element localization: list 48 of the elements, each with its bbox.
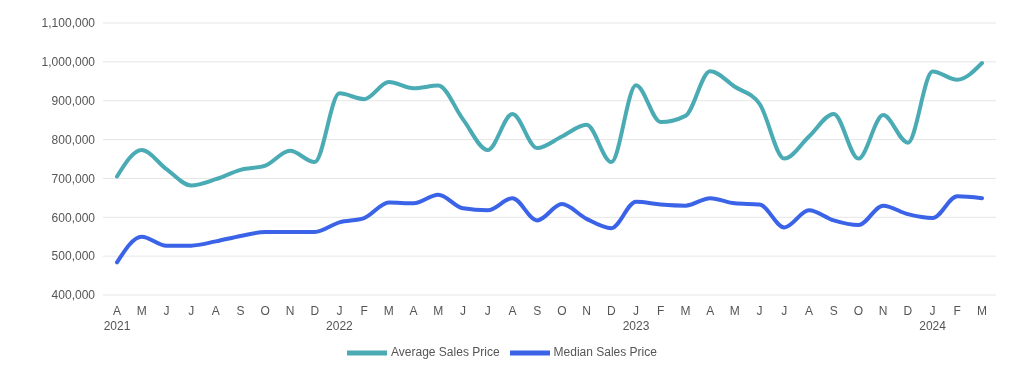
x-tick-label: F (657, 304, 665, 318)
y-tick-label: 600,000 (51, 210, 96, 225)
x-tick-label: O (853, 304, 864, 318)
x-tick-label: A 2021 (103, 304, 131, 333)
x-tick-label: J (460, 304, 466, 318)
x-tick-label: J 2024 (919, 304, 947, 333)
y-tick-label: 700,000 (51, 171, 96, 186)
x-tick-label: D (310, 304, 320, 318)
x-tick-label: M (729, 304, 740, 318)
legend-label: Median Sales Price (553, 345, 657, 360)
x-tick-label: A (804, 304, 814, 318)
x-tick-label: D (903, 304, 913, 318)
x-tick-label: J (188, 304, 195, 318)
x-tick-label: A (706, 304, 715, 318)
line-series (115, 192, 984, 265)
x-tick-label: M (680, 304, 691, 318)
x-tick-label: A (409, 304, 418, 318)
x-tick-label: S (533, 304, 542, 318)
x-tick-label: M (977, 304, 987, 318)
x-tick-label: J 2023 (622, 304, 650, 333)
x-tick-label: J (756, 304, 763, 318)
line-series (115, 61, 984, 188)
x-tick-label: D (606, 304, 616, 318)
x-tick-label: F (360, 304, 368, 318)
x-tick-label: N (285, 304, 295, 318)
x-tick-label: O (260, 304, 270, 318)
x-tick-label: N (582, 304, 591, 318)
x-tick-label: S (236, 304, 245, 318)
x-tick-label: M (433, 304, 444, 318)
x-tick-label: A (508, 304, 517, 318)
x-tick-label: M (136, 304, 147, 318)
x-tick-label: J (163, 304, 170, 318)
y-tick-label: 900,000 (51, 93, 96, 108)
x-tick-label: J (484, 304, 491, 318)
legend-label: Average Sales Price (391, 345, 500, 360)
x-tick-label: J (781, 304, 788, 318)
x-tick-label: F (953, 304, 961, 318)
x-tick-label: O (557, 304, 567, 318)
x-tick-label: N (878, 304, 888, 318)
x-tick-label: A (211, 304, 220, 318)
y-tick-label: 500,000 (51, 249, 96, 264)
y-tick-label: 400,000 (51, 288, 96, 303)
x-tick-label: J 2022 (326, 304, 354, 333)
y-tick-label: 1,000,000 (41, 55, 96, 70)
x-tick-label: S (829, 304, 838, 318)
x-tick-label: M (383, 304, 394, 318)
y-tick-label: 800,000 (51, 132, 96, 147)
y-tick-label: 1,100,000 (41, 16, 96, 31)
